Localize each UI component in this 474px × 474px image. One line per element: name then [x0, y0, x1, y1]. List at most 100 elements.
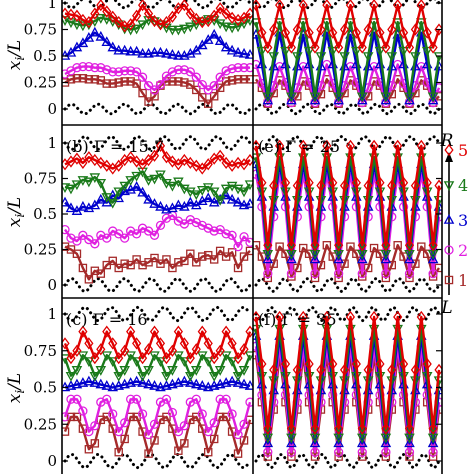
data-point-e-5-5: [280, 176, 291, 189]
wall-L-b: [63, 277, 252, 293]
data-point-c-3-30: [238, 378, 250, 389]
wall-L-d: [254, 102, 441, 116]
data-point-f-5-6: [286, 422, 297, 435]
data-point-a-5-14: [143, 7, 154, 20]
data-point-d-5-9: [304, 26, 314, 39]
data-point-a-3-10: [119, 44, 130, 55]
data-point-e-5-28: [416, 139, 426, 152]
data-point-e-1-20: [369, 243, 379, 253]
data-point-a-2-17: [161, 71, 172, 81]
data-point-c-3-29: [232, 377, 244, 387]
data-point-f-5-28: [416, 310, 426, 324]
data-point-f-5-24: [393, 310, 403, 324]
data-point-b-4-30: [238, 187, 250, 198]
data-point-a-5-3: [78, 13, 88, 27]
legend-label-4: 4: [458, 176, 468, 195]
data-point-c-2-4: [84, 426, 94, 437]
data-point-d-4-2: [262, 92, 274, 103]
data-point-f-5-2: [263, 422, 273, 435]
data-point-c-1-20: [180, 439, 189, 448]
data-point-e-1-28: [417, 242, 426, 251]
data-point-e-3-26: [404, 253, 415, 264]
data-point-b-1-10: [120, 259, 129, 268]
data-point-c-2-30: [239, 419, 249, 429]
data-point-c-4-30: [238, 366, 250, 376]
data-point-c-3-17: [161, 380, 172, 390]
data-point-f-5-25: [398, 357, 409, 371]
legend-label-3: 3: [458, 211, 468, 230]
data-point-a-3-15: [149, 46, 160, 57]
data-point-c-4-8: [107, 357, 119, 368]
data-point-a-5-30: [239, 11, 249, 24]
data-point-a-2-11: [126, 66, 136, 76]
data-point-b-5-16: [155, 139, 166, 152]
data-point-d-5-19: [363, 23, 373, 36]
data-point-d-3-14: [333, 94, 344, 105]
series-1-markers-e: [253, 241, 442, 283]
data-point-c-5-13: [137, 351, 148, 365]
data-point-b-4-23: [196, 186, 208, 196]
data-point-c-5-4: [84, 337, 94, 350]
data-point-d-4-30: [427, 92, 439, 103]
data-point-d-5-6: [286, 41, 297, 54]
data-point-d-4-6: [286, 92, 297, 103]
data-point-c-1-19: [174, 446, 183, 455]
data-point-c-4-12: [131, 357, 142, 368]
legend-marker-3: [443, 214, 455, 224]
data-point-b-5-11: [126, 151, 136, 164]
data-point-b-2-6: [96, 230, 106, 240]
y-tick-label-2-4: 1: [47, 305, 57, 323]
panel-label-c: (c) Γ = 16: [66, 310, 148, 329]
data-point-c-3-16: [155, 381, 166, 392]
data-point-d-5-11: [316, 23, 326, 36]
data-point-a-2-30: [239, 63, 249, 73]
data-point-a-3-11: [125, 45, 136, 56]
legend-label-5: 5: [458, 141, 468, 160]
data-point-f-3-10: [309, 437, 321, 448]
data-point-c-4-15: [149, 351, 160, 362]
data-point-e-1-7: [293, 263, 302, 273]
data-point-d-5-14: [334, 41, 344, 54]
y-tick-label-1-4: 1: [47, 134, 57, 152]
data-point-c-4-5: [89, 371, 101, 382]
data-point-a-1-10: [120, 77, 129, 86]
data-point-a-5-6: [96, 0, 106, 12]
data-point-d-3-18: [356, 94, 368, 105]
data-point-c-3-4: [83, 375, 95, 386]
data-point-d-4-25: [398, 46, 409, 57]
legend-label-2: 2: [458, 241, 468, 260]
data-point-f-5-27: [410, 363, 420, 376]
data-point-e-5-21: [375, 176, 385, 189]
data-point-c-5-23: [197, 325, 207, 338]
panels-layer: [62, 0, 442, 470]
data-point-a-3-31: [244, 48, 253, 59]
data-point-f-5-15: [339, 363, 350, 376]
data-point-a-3-13: [137, 47, 148, 58]
data-point-c-4-3: [77, 351, 89, 362]
data-point-d-4-13: [327, 46, 339, 57]
data-point-a-1-25: [209, 92, 219, 101]
data-point-c-1-0: [62, 427, 70, 436]
data-point-f-2-22: [381, 447, 391, 457]
data-point-a-3-29: [232, 46, 244, 57]
data-point-a-5-21: [185, 7, 195, 20]
data-point-b-2-19: [173, 216, 184, 226]
data-point-a-4-31: [244, 16, 253, 26]
data-point-b-4-31: [244, 180, 253, 191]
data-point-c-1-14: [144, 449, 153, 458]
data-point-a-3-19: [173, 50, 184, 60]
data-point-d-4-4: [274, 18, 285, 29]
data-point-b-5-12: [132, 155, 142, 168]
data-point-a-1-9: [114, 78, 123, 87]
data-point-a-5-27: [221, 7, 231, 20]
data-point-c-4-22: [191, 366, 202, 376]
data-point-b-3-24: [202, 192, 214, 203]
data-point-a-2-31: [245, 63, 253, 73]
data-point-c-5-3: [78, 325, 88, 338]
data-point-c-4-26: [214, 366, 226, 376]
data-point-b-1-17: [162, 255, 171, 264]
y-tick-label-1-2: 0.5: [33, 205, 57, 223]
wall-R-f: [254, 305, 441, 323]
data-point-c-4-24: [202, 357, 214, 368]
data-point-c-5-9: [114, 351, 124, 365]
